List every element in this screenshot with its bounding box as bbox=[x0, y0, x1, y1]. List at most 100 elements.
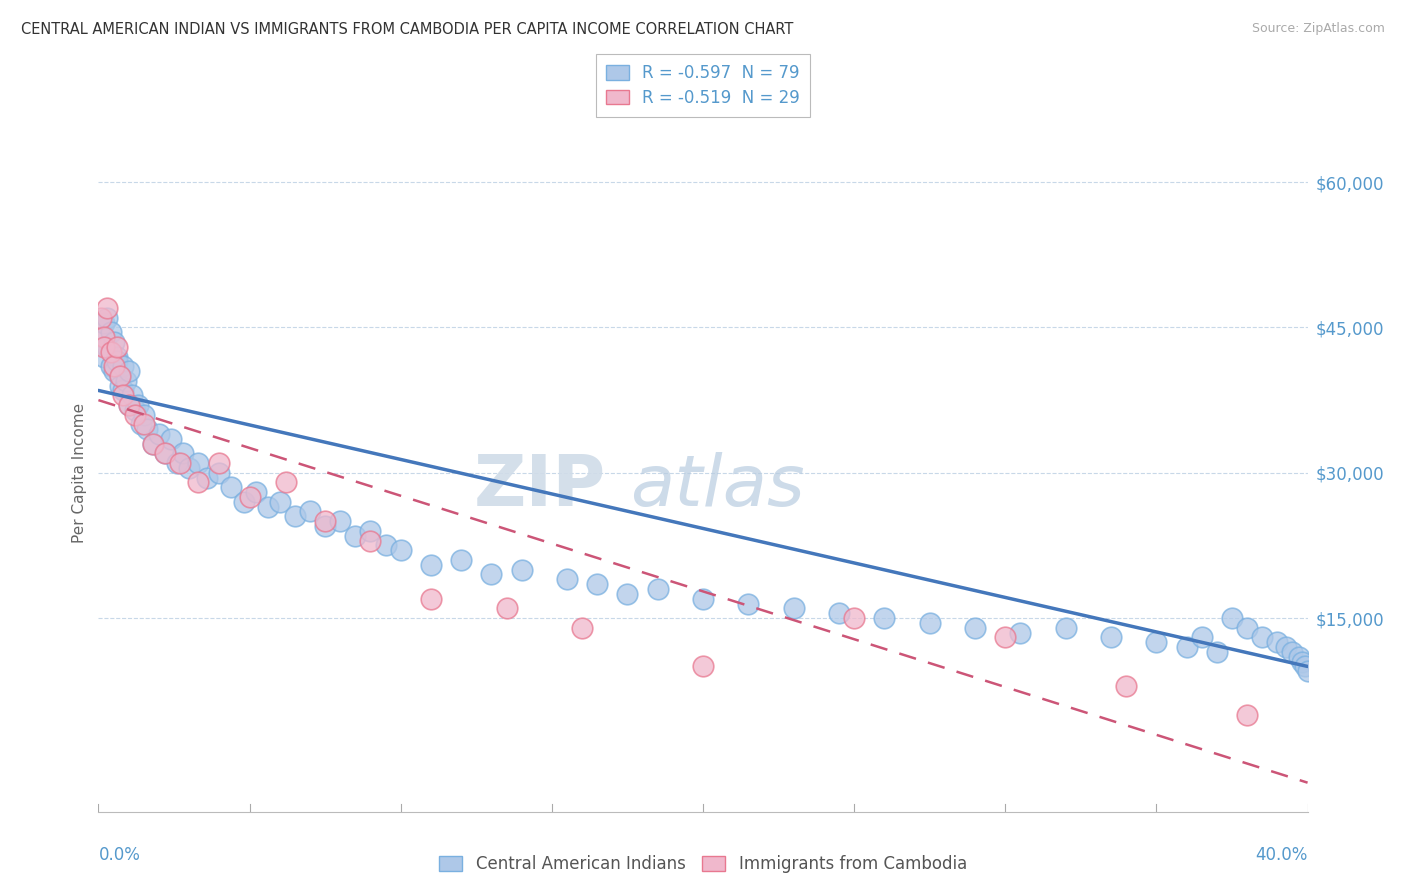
Point bbox=[105, 354, 128, 368]
Point bbox=[495, 601, 517, 615]
Point bbox=[873, 611, 896, 625]
Point bbox=[100, 344, 122, 359]
Point bbox=[586, 577, 609, 591]
Point bbox=[284, 509, 307, 524]
Point bbox=[100, 326, 122, 340]
Point bbox=[269, 495, 291, 509]
Point bbox=[153, 446, 176, 460]
Point bbox=[692, 591, 714, 606]
Point bbox=[555, 572, 578, 586]
Point bbox=[274, 475, 297, 490]
Point bbox=[239, 490, 262, 504]
Point bbox=[105, 350, 128, 364]
Point bbox=[232, 495, 254, 509]
Point bbox=[360, 533, 382, 548]
Point bbox=[571, 621, 593, 635]
Point bbox=[221, 480, 243, 494]
Point bbox=[208, 466, 231, 480]
Point bbox=[647, 582, 669, 596]
Point bbox=[374, 538, 396, 552]
Point bbox=[142, 436, 165, 450]
Point bbox=[245, 485, 267, 500]
Point bbox=[844, 611, 866, 625]
Legend: Central American Indians, Immigrants from Cambodia: Central American Indians, Immigrants fro… bbox=[430, 847, 976, 881]
Point bbox=[692, 659, 714, 673]
Point bbox=[1251, 631, 1274, 645]
Point bbox=[1296, 665, 1319, 679]
Point bbox=[166, 456, 188, 470]
Point bbox=[419, 591, 441, 606]
Point bbox=[172, 446, 194, 460]
Point bbox=[132, 417, 155, 432]
Point bbox=[314, 519, 336, 533]
Point bbox=[111, 384, 134, 398]
Point bbox=[187, 475, 209, 490]
Point bbox=[153, 446, 176, 460]
Point bbox=[389, 543, 412, 558]
Text: Source: ZipAtlas.com: Source: ZipAtlas.com bbox=[1251, 22, 1385, 36]
Point bbox=[965, 621, 987, 635]
Point bbox=[616, 587, 638, 601]
Point bbox=[510, 563, 533, 577]
Point bbox=[1115, 679, 1137, 693]
Point bbox=[314, 514, 336, 528]
Point bbox=[1275, 640, 1298, 654]
Point bbox=[1294, 659, 1316, 673]
Point bbox=[111, 388, 134, 402]
Point bbox=[132, 408, 155, 422]
Point bbox=[187, 456, 209, 470]
Point bbox=[93, 340, 115, 354]
Point bbox=[124, 408, 146, 422]
Y-axis label: Per Capita Income: Per Capita Income bbox=[72, 402, 87, 543]
Point bbox=[450, 553, 472, 567]
Point bbox=[111, 359, 134, 374]
Point bbox=[103, 364, 125, 378]
Point bbox=[160, 432, 183, 446]
Point bbox=[481, 567, 503, 582]
Point bbox=[1236, 621, 1258, 635]
Point bbox=[108, 368, 131, 383]
Text: 0.0%: 0.0% bbox=[98, 846, 141, 863]
Point bbox=[1281, 645, 1303, 659]
Point bbox=[994, 631, 1017, 645]
Point bbox=[118, 398, 141, 412]
Point bbox=[118, 364, 141, 378]
Point bbox=[208, 456, 231, 470]
Point bbox=[105, 340, 128, 354]
Point bbox=[1191, 631, 1213, 645]
Point bbox=[90, 330, 112, 344]
Point bbox=[108, 368, 131, 383]
Point bbox=[93, 330, 115, 344]
Point bbox=[737, 597, 759, 611]
Point bbox=[118, 398, 141, 412]
Point bbox=[419, 558, 441, 572]
Point bbox=[1220, 611, 1243, 625]
Text: ZIP: ZIP bbox=[474, 452, 606, 521]
Point bbox=[918, 615, 941, 630]
Point bbox=[124, 402, 146, 417]
Point bbox=[1099, 631, 1122, 645]
Point bbox=[828, 606, 851, 620]
Point bbox=[256, 500, 278, 514]
Point bbox=[344, 529, 367, 543]
Point bbox=[103, 334, 125, 349]
Point bbox=[96, 340, 118, 354]
Point bbox=[108, 378, 131, 392]
Point bbox=[1175, 640, 1198, 654]
Point bbox=[1291, 655, 1313, 669]
Point bbox=[329, 514, 352, 528]
Point bbox=[103, 359, 125, 374]
Text: atlas: atlas bbox=[630, 452, 806, 521]
Point bbox=[177, 461, 201, 475]
Text: CENTRAL AMERICAN INDIAN VS IMMIGRANTS FROM CAMBODIA PER CAPITA INCOME CORRELATIO: CENTRAL AMERICAN INDIAN VS IMMIGRANTS FR… bbox=[21, 22, 793, 37]
Point bbox=[1206, 645, 1229, 659]
Point bbox=[93, 316, 115, 330]
Point bbox=[1010, 625, 1032, 640]
Point bbox=[100, 359, 122, 374]
Point bbox=[127, 398, 149, 412]
Point bbox=[195, 470, 218, 484]
Point bbox=[96, 301, 118, 315]
Point bbox=[1288, 649, 1310, 664]
Point bbox=[121, 388, 143, 402]
Point bbox=[93, 350, 115, 364]
